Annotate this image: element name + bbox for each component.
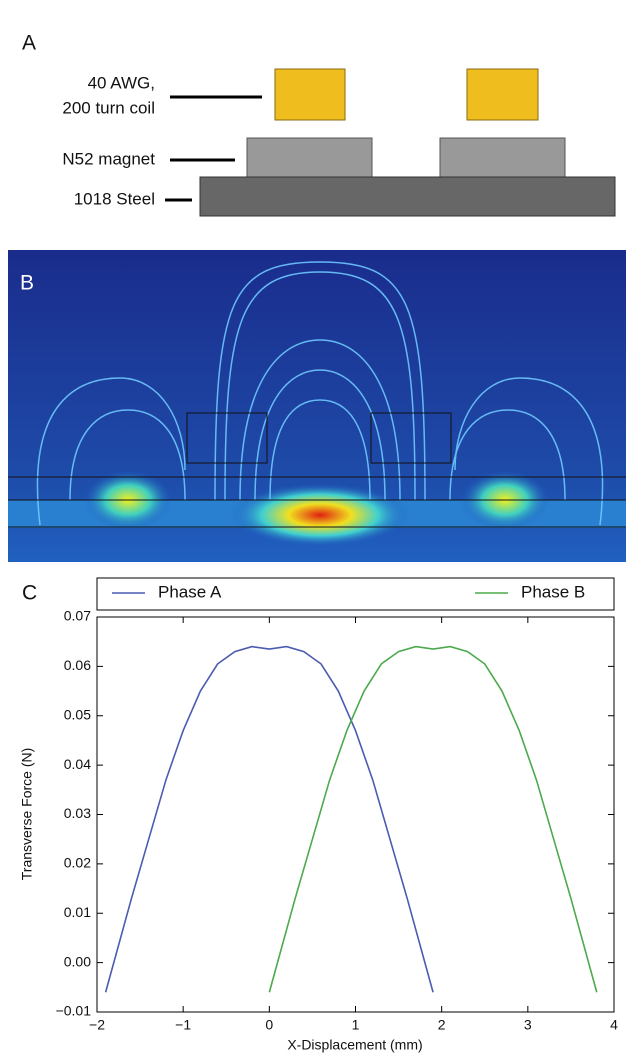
plot-frame	[96, 616, 615, 1013]
x-tick-label: 1	[352, 1017, 360, 1033]
x-tick-label: 3	[524, 1017, 532, 1033]
y-tick-label: −0.01	[56, 1003, 92, 1019]
y-axis-label: Transverse Force (N)	[19, 748, 35, 881]
coil-label: 200 turn coil	[62, 98, 155, 117]
y-tick-label: 0.03	[64, 805, 91, 821]
y-tick-label: 0.04	[64, 756, 91, 772]
steel	[199, 176, 616, 217]
coil	[466, 68, 539, 121]
panel-label: A	[22, 32, 36, 55]
steel-label: 1018 Steel	[74, 189, 155, 208]
line	[268, 645, 598, 993]
magnet	[246, 137, 373, 179]
y-tick-label: 0.07	[64, 608, 91, 624]
legend-label: Phase A	[158, 582, 222, 601]
x-tick-label: 4	[610, 1017, 618, 1033]
y-tick-label: 0.00	[64, 953, 91, 969]
x-tick-label: 0	[265, 1017, 273, 1033]
field-simulation	[8, 250, 626, 562]
y-tick-label: 0.05	[64, 706, 91, 722]
x-tick-label: −1	[175, 1017, 191, 1033]
y-tick-label: 0.01	[64, 904, 91, 920]
x-tick-label: −2	[89, 1017, 105, 1033]
y-tick-label: 0.06	[64, 657, 91, 673]
y-tick-label: 0.02	[64, 855, 91, 871]
legend	[96, 577, 615, 611]
x-axis-label: X-Displacement (mm)	[287, 1037, 422, 1053]
line	[104, 645, 434, 993]
panel-label: C	[22, 582, 37, 605]
x-tick-label: 2	[438, 1017, 446, 1033]
coil	[274, 68, 346, 121]
magnet-label: N52 magnet	[62, 149, 155, 168]
magnet	[439, 137, 566, 179]
legend-label: Phase B	[521, 582, 585, 601]
coil-label: 40 AWG,	[88, 73, 155, 92]
panel-label: B	[20, 272, 34, 295]
